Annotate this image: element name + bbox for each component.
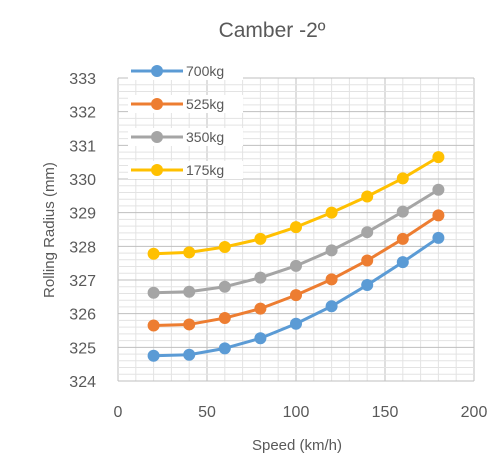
data-point	[361, 226, 374, 239]
legend-label: 700kg	[186, 63, 224, 79]
data-point	[183, 285, 196, 298]
data-point	[290, 259, 302, 272]
y-axis-label: Rolling Radius (mm)	[41, 162, 58, 298]
y-tick-label: 332	[69, 105, 96, 122]
data-point	[254, 302, 267, 315]
data-point	[218, 312, 231, 325]
x-tick-label: 50	[198, 404, 216, 421]
data-point	[254, 271, 267, 284]
y-tick-label: 326	[69, 307, 96, 324]
data-point	[254, 332, 267, 345]
data-point	[325, 273, 338, 286]
data-point	[432, 151, 445, 164]
legend-item: 175kg	[128, 161, 243, 179]
x-axis-tick-labels: 0 50 100 150 200	[114, 404, 488, 421]
y-tick-label: 331	[69, 138, 96, 155]
x-tick-label: 150	[372, 404, 399, 421]
data-point	[218, 241, 231, 254]
legend-label: 525kg	[186, 96, 224, 112]
legend-swatch-marker	[151, 65, 163, 77]
data-point	[432, 183, 445, 196]
legend-item: 350kg	[128, 128, 243, 146]
data-point	[361, 279, 374, 292]
x-axis-label: Speed (km/h)	[252, 437, 342, 454]
data-point	[361, 190, 374, 203]
series-700kg	[147, 231, 445, 362]
data-point	[290, 317, 302, 330]
data-point	[183, 348, 196, 361]
legend-swatch-marker	[151, 131, 163, 143]
data-point	[183, 246, 196, 259]
data-point	[147, 349, 160, 362]
data-point	[290, 289, 302, 302]
data-point	[183, 318, 196, 331]
data-point	[147, 286, 160, 299]
data-point	[396, 256, 409, 269]
series-525kg	[147, 209, 445, 332]
data-point	[218, 280, 231, 293]
y-axis-tick-labels: 324 325 326 327 328 329 330 331 332 333	[69, 71, 96, 391]
series-350kg	[147, 183, 445, 299]
data-point	[147, 247, 160, 260]
data-point	[325, 300, 338, 313]
legend-swatch-marker	[151, 164, 163, 176]
legend-label: 175kg	[186, 162, 224, 178]
y-tick-label: 330	[69, 172, 96, 189]
data-point	[290, 221, 302, 234]
data-point	[396, 172, 409, 185]
data-point	[432, 209, 445, 222]
x-tick-label: 0	[114, 404, 123, 421]
x-tick-label: 200	[461, 404, 488, 421]
legend-swatch-marker	[151, 98, 163, 110]
x-tick-label: 100	[283, 404, 310, 421]
legend-item: 700kg	[128, 62, 243, 80]
legend-label: 350kg	[186, 129, 224, 145]
data-point	[396, 205, 409, 218]
series-175kg	[147, 151, 445, 260]
legend-item: 525kg	[128, 95, 243, 113]
y-tick-label: 327	[69, 273, 96, 290]
data-point	[361, 254, 374, 267]
data-point	[432, 231, 445, 244]
data-point	[254, 232, 267, 245]
chart-title: Camber -2º	[219, 19, 326, 42]
y-tick-label: 333	[69, 71, 96, 88]
data-point	[325, 244, 338, 257]
data-point	[396, 232, 409, 245]
y-tick-label: 328	[69, 239, 96, 256]
y-tick-label: 329	[69, 206, 96, 223]
series-lines	[147, 151, 445, 362]
data-point	[325, 206, 338, 219]
legend: 700kg 525kg 350kg 175kg	[128, 62, 243, 179]
y-tick-label: 325	[69, 340, 96, 357]
data-point	[147, 319, 160, 332]
y-tick-label: 324	[69, 374, 96, 391]
data-point	[218, 342, 231, 355]
